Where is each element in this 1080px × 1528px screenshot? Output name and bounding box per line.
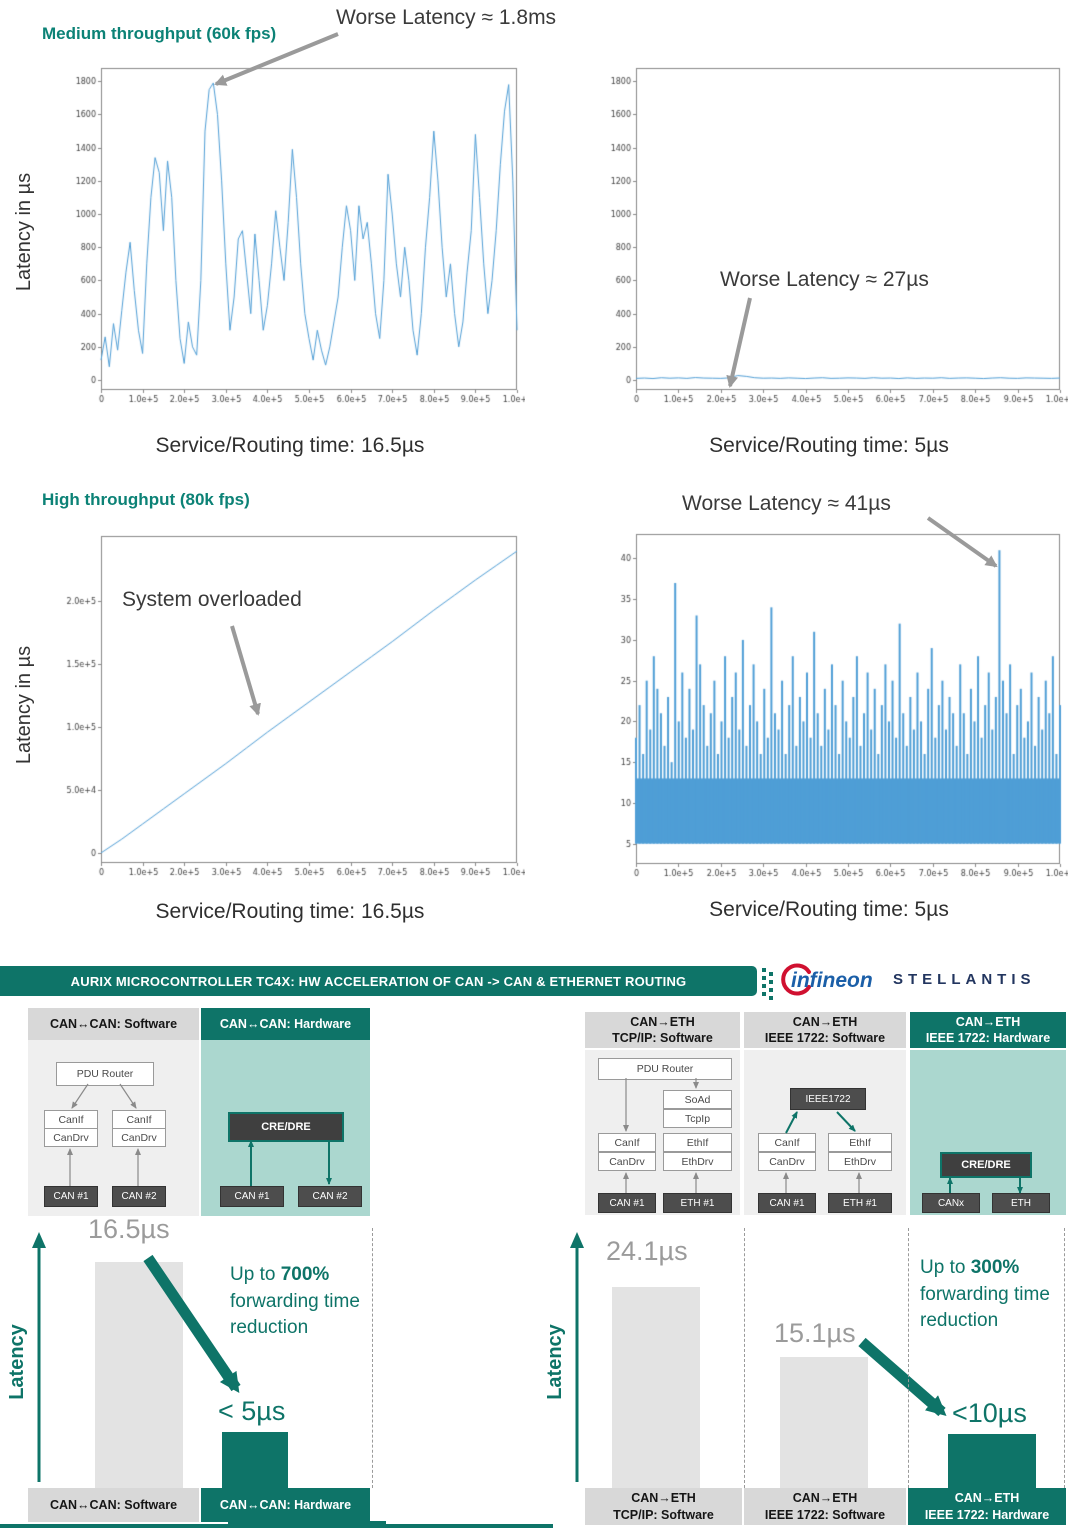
chart-medium-software <box>55 60 525 410</box>
box-ethif1: EthIf <box>663 1133 732 1152</box>
box-can1-eth1: CAN #1 <box>598 1193 656 1213</box>
latency-axis-label-right: Latency <box>544 1324 566 1400</box>
header-can-can-software: CAN↔CAN: Software <box>28 1008 199 1040</box>
box-ieee1722: IEEE1722 <box>790 1088 866 1110</box>
box-soad: SoAd <box>663 1090 732 1109</box>
dots-separator <box>762 968 766 996</box>
box-can1-hw: CAN #1 <box>220 1186 284 1207</box>
svg-text:infineon: infineon <box>791 969 873 992</box>
bar-value-15-1us: 15.1µs <box>774 1318 856 1348</box>
annotation-arrow-41us <box>926 516 998 568</box>
bar-value-5us: < 5µs <box>218 1396 286 1426</box>
dashed-divider <box>744 1228 745 1488</box>
reduction-note-left: Up to 700% forwarding time reduction <box>230 1264 360 1339</box>
high-throughput-label: High throughput (80k fps) <box>42 490 250 509</box>
dots-separator <box>769 972 773 1000</box>
stellantis-logo: STELLANTIS <box>893 971 1036 988</box>
connector-lines-can-eth <box>623 1078 1023 1194</box>
box-eth1-2: ETH #1 <box>828 1193 892 1213</box>
bar-can-eth-1722-hw <box>948 1434 1036 1488</box>
box-can1: CAN #1 <box>44 1186 98 1207</box>
box-candrv-eth1: CanDrv <box>598 1152 656 1171</box>
connector-lines-can-can <box>67 1083 332 1186</box>
annotation-system-overloaded: System overloaded <box>122 588 302 611</box>
diagram-bg-1722-hardware <box>910 1050 1066 1215</box>
footer-can-eth-tcpip-software: CAN→ETH TCP/IP: Software <box>585 1488 742 1525</box>
chart-high-software <box>55 528 525 883</box>
annotation-worse-latency-18ms: Worse Latency ≈ 1.8ms <box>336 6 557 29</box>
annotation-worse-latency-27us: Worse Latency ≈ 27µs <box>720 268 929 291</box>
infineon-logo: infineon <box>781 963 873 996</box>
footer-can-can-hardware: CAN↔CAN: Hardware <box>201 1488 370 1522</box>
medium-throughput-label: Medium throughput (60k fps) <box>42 24 277 43</box>
header-can-can-hardware: CAN↔CAN: Hardware <box>201 1008 370 1040</box>
footer-can-can-software: CAN↔CAN: Software <box>28 1488 199 1522</box>
bar-can-can-hardware <box>222 1432 288 1488</box>
box-ethdrv2: EthDrv <box>828 1152 892 1171</box>
bar-value-16-5us: 16.5µs <box>88 1214 170 1244</box>
latency-axis-label-left: Latency <box>6 1324 28 1400</box>
header-can-eth-tcpip-software: CAN→ETH TCP/IP: Software <box>585 1012 740 1048</box>
box-candrv-eth2: CanDrv <box>758 1152 816 1171</box>
annotation-arrow-18ms <box>214 32 339 86</box>
y-axis-label-latency-mid: Latency in µs <box>13 645 35 765</box>
box-candrv: CanDrv <box>112 1128 166 1147</box>
box-canif-eth2: CanIf <box>758 1133 816 1152</box>
bar-can-eth-tcpip <box>612 1287 700 1488</box>
box-canx: CANx <box>922 1193 980 1213</box>
annotation-arrow-27us <box>726 297 752 388</box>
box-cre-dre: CRE/DRE <box>228 1112 344 1142</box>
box-tcpip: TcpIp <box>663 1109 732 1128</box>
box-canif-eth1: CanIf <box>598 1133 656 1152</box>
caption-service-time-hw-mid: Service/Routing time: 5µs <box>709 898 949 921</box>
dashed-divider <box>372 1228 373 1488</box>
caption-service-time-sw-top: Service/Routing time: 16.5µs <box>155 434 425 457</box>
diagram-bg-1722-software <box>744 1050 906 1215</box>
box-can2-hw: CAN #2 <box>298 1186 362 1207</box>
footer-can-eth-1722-software: CAN→ETH IEEE 1722: Software <box>744 1488 906 1525</box>
chart-high-hardware <box>590 526 1068 884</box>
dashed-divider <box>1064 1228 1065 1488</box>
box-canif: CanIf <box>44 1110 98 1129</box>
y-axis-label-latency-top: Latency in µs <box>13 172 35 292</box>
header-can-eth-1722-software: CAN→ETH IEEE 1722: Software <box>744 1012 906 1048</box>
dashed-divider <box>908 1228 909 1488</box>
box-eth1-1: ETH #1 <box>663 1193 732 1213</box>
box-cre-dre-eth: CRE/DRE <box>940 1152 1032 1178</box>
box-ethif2: EthIf <box>828 1133 892 1152</box>
box-canif: CanIf <box>112 1110 166 1129</box>
caption-service-time-sw-mid: Service/Routing time: 16.5µs <box>155 900 425 923</box>
bar-value-10us: <10µs <box>952 1398 1027 1428</box>
header-can-eth-1722-hardware: CAN→ETH IEEE 1722: Hardware <box>910 1012 1066 1048</box>
bar-can-can-software <box>95 1262 183 1488</box>
box-can2: CAN #2 <box>112 1186 166 1207</box>
reduction-arrow-right <box>858 1337 947 1417</box>
box-ethdrv1: EthDrv <box>663 1152 732 1171</box>
reduction-note-right: Up to 300% forwarding time reduction <box>920 1257 1050 1332</box>
footer-can-eth-1722-hardware: CAN→ETH IEEE 1722: Hardware <box>908 1488 1066 1525</box>
annotation-worse-latency-41us: Worse Latency ≈ 41µs <box>682 492 891 515</box>
latency-axis-left <box>32 1232 46 1482</box>
bottom-teal-bar <box>228 1521 386 1528</box>
reduction-arrow-left <box>143 1254 241 1393</box>
box-can1-eth2: CAN #1 <box>758 1193 816 1213</box>
box-pdu-router: PDU Router <box>56 1062 154 1086</box>
banner-title: AURIX MICROCONTROLLER TC4X: HW ACCELERAT… <box>0 966 757 996</box>
bar-can-eth-1722-sw <box>780 1357 868 1488</box>
bar-value-24-1us: 24.1µs <box>606 1236 688 1266</box>
box-pdu-router-eth: PDU Router <box>598 1058 732 1080</box>
annotation-arrow-overloaded <box>230 625 261 716</box>
latency-axis-right <box>570 1232 584 1482</box>
caption-service-time-hw-top: Service/Routing time: 5µs <box>709 434 949 457</box>
box-candrv: CanDrv <box>44 1128 98 1147</box>
chart-medium-hardware <box>590 60 1068 410</box>
